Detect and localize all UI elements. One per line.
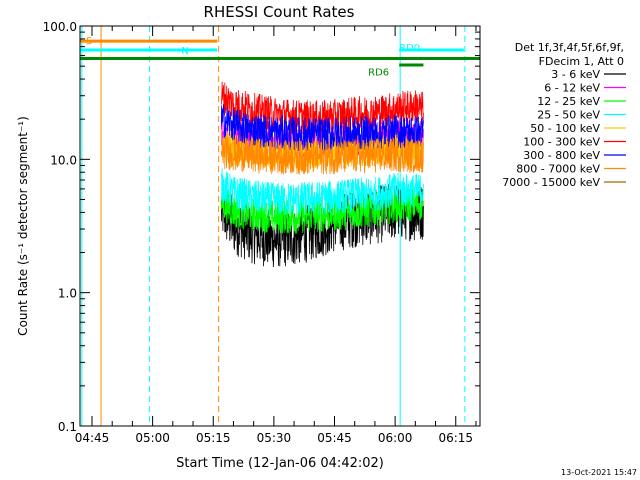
legend-label-7: 800 - 7000 keV [516,163,600,176]
state-bar-label-n: N [181,46,188,57]
legend-header-line-1: Det 1f,3f,4f,5f,6f,9f, [515,41,624,54]
y-axis-label: Count Rate (s⁻¹ detector segment⁻¹) [16,116,30,336]
x-tick-label: 05:15 [196,431,231,445]
state-bar-label-rd6: RD6 [368,68,389,79]
y-tick-label: 10.0 [50,153,77,167]
series-line-7 [220,135,424,175]
y-tick-label: 100.0 [43,20,77,34]
x-tick-label: 06:00 [378,431,413,445]
footer-timestamp: 13-Oct-2021 15:47 [561,468,637,477]
legend-label-5: 100 - 300 keV [523,136,600,149]
legend-label-8: 7000 - 15000 keV [502,176,600,189]
state-bar-label-s: S [86,36,92,47]
state-bar-label-rd0: RD0 [399,43,420,54]
legend-label-1: 6 - 12 keV [544,82,600,95]
x-tick-label: 05:45 [317,431,352,445]
legend: Det 1f,3f,4f,5f,6f,9f, FDecim 1, Att 0 3… [502,41,626,189]
legend-header-line-2: FDecim 1, Att 0 [539,55,624,68]
x-tick-label: 05:00 [135,431,170,445]
legend-label-0: 3 - 6 keV [551,68,600,81]
legend-label-2: 12 - 25 keV [537,95,600,108]
plot-frame [79,25,481,427]
x-axis-label: Start Time (12-Jan-06 04:42:02) [176,456,384,471]
plot-area [80,26,480,426]
series-line-3 [220,167,424,217]
legend-label-6: 300 - 800 keV [523,149,600,162]
legend-label-3: 25 - 50 keV [537,109,600,122]
x-tick-label: 04:45 [75,431,110,445]
x-tick-label: 06:15 [438,431,473,445]
y-tick-label: 1.0 [58,287,77,301]
legend-label-4: 50 - 100 keV [530,122,600,135]
x-tick-label: 05:30 [257,431,292,445]
chart-title: RHESSI Count Rates [204,3,355,21]
axes: 0.1 1.0 10.0 100.0 04:45 05:00 05:15 05:30 05:45… [43,20,480,445]
y-tick-label: 0.1 [58,420,77,434]
